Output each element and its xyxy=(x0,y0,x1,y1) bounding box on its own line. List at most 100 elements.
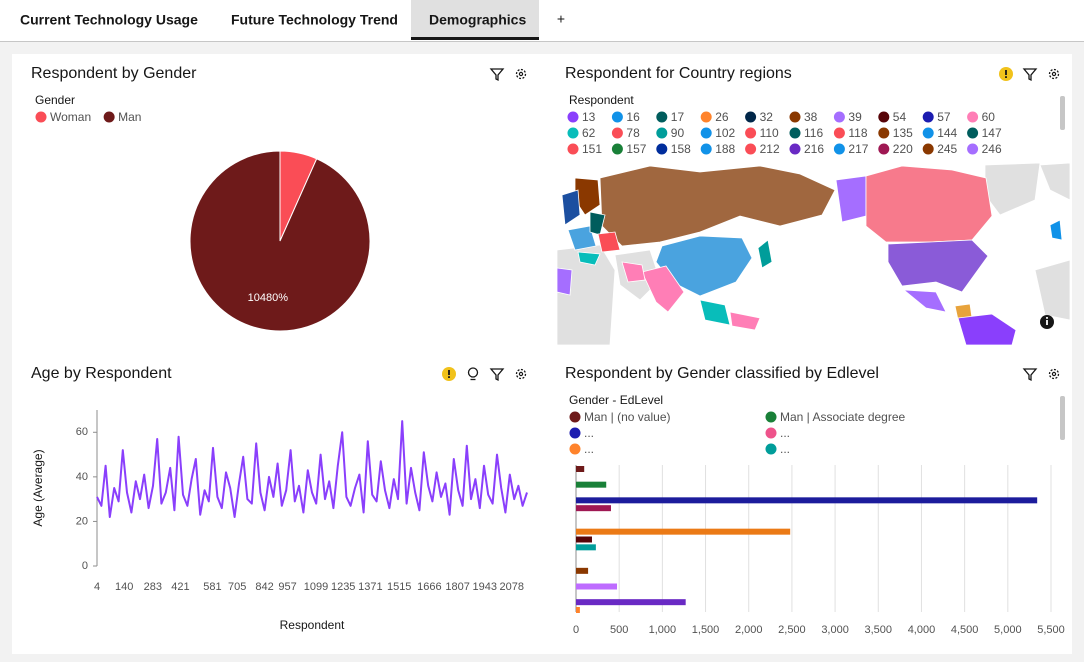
settings-icon[interactable] xyxy=(1048,68,1060,80)
x-tick-label: 705 xyxy=(228,581,246,593)
legend-label: Man xyxy=(118,110,141,124)
panel-title: Respondent for Country regions xyxy=(565,65,792,82)
filter-icon[interactable] xyxy=(1022,68,1038,82)
map-region[interactable] xyxy=(757,239,773,269)
bar xyxy=(576,607,580,613)
legend-label: 151 xyxy=(582,142,602,156)
pie-slice xyxy=(189,150,371,332)
legend-label: 217 xyxy=(848,142,868,156)
legend-label: 16 xyxy=(626,110,640,124)
legend-swatch xyxy=(700,111,712,123)
filter-icon[interactable] xyxy=(1022,368,1038,382)
legend-background xyxy=(560,92,1070,162)
insight-icon[interactable] xyxy=(467,367,479,378)
settings-icon[interactable] xyxy=(515,368,527,380)
warning-icon-mark xyxy=(1005,70,1007,75)
legend-swatch xyxy=(569,427,581,439)
legend-swatch xyxy=(745,111,757,123)
bar xyxy=(576,481,607,488)
settings-icon-center xyxy=(1051,371,1057,377)
line-series xyxy=(96,420,528,518)
tab[interactable]: Demographics xyxy=(429,12,526,28)
legend-scrollbar[interactable] xyxy=(1060,96,1065,130)
map-region[interactable] xyxy=(641,265,685,313)
warning-icon-mark xyxy=(448,370,450,375)
map-region[interactable] xyxy=(1039,162,1071,201)
y-tick-label: 60 xyxy=(76,426,88,438)
x-tick-label: 2,500 xyxy=(778,624,806,636)
x-tick-label: 4 xyxy=(94,581,100,593)
x-tick-label: 1099 xyxy=(304,581,328,593)
x-tick-label: 1515 xyxy=(387,581,411,593)
map-region[interactable] xyxy=(887,239,989,293)
tab[interactable]: Current Technology Usage xyxy=(20,12,198,28)
legend-swatch xyxy=(569,443,581,455)
legend-swatch xyxy=(656,143,668,155)
map-region[interactable] xyxy=(1049,219,1063,241)
map-region[interactable] xyxy=(902,289,947,313)
settings-icon-center xyxy=(1051,71,1057,77)
settings-icon[interactable] xyxy=(1048,368,1060,380)
x-tick-label: 0 xyxy=(573,624,579,636)
map-region[interactable] xyxy=(599,165,836,247)
x-tick-label: 283 xyxy=(144,581,162,593)
map-region[interactable] xyxy=(1034,259,1071,321)
x-tick-label: 842 xyxy=(255,581,273,593)
active-tab-indicator xyxy=(411,37,539,40)
x-tick-label: 1943 xyxy=(473,581,497,593)
bar xyxy=(576,567,589,574)
map-region[interactable] xyxy=(699,299,731,326)
legend-swatch xyxy=(569,411,581,423)
tab[interactable]: Future Technology Trend xyxy=(231,12,398,28)
legend-label: 32 xyxy=(760,110,774,124)
legend-label: 135 xyxy=(893,126,913,140)
x-tick-label: 5,000 xyxy=(994,624,1022,636)
legend-swatch xyxy=(700,143,712,155)
bar xyxy=(576,536,592,543)
legend-swatch xyxy=(567,111,579,123)
legend-label: 38 xyxy=(804,110,818,124)
legend-swatch xyxy=(967,127,979,139)
map-region[interactable] xyxy=(597,231,621,253)
legend-swatch xyxy=(967,143,979,155)
settings-icon-center xyxy=(518,371,524,377)
x-tick-label: 140 xyxy=(115,581,133,593)
map-region[interactable] xyxy=(865,165,993,243)
bar xyxy=(576,497,1038,504)
map-region[interactable] xyxy=(729,311,761,331)
filter-icon[interactable] xyxy=(489,68,505,82)
legend-label: 116 xyxy=(804,126,823,140)
filter-icon[interactable] xyxy=(489,368,505,382)
map-region[interactable] xyxy=(567,225,597,251)
x-tick-label: 1666 xyxy=(417,581,441,593)
active-tab xyxy=(411,0,539,39)
map-region[interactable] xyxy=(561,189,581,226)
x-tick-label: 4,000 xyxy=(908,624,936,636)
y-axis-label: Age (Average) xyxy=(31,449,45,526)
legend-swatch xyxy=(878,111,890,123)
legend-swatch xyxy=(745,127,757,139)
legend-scrollbar[interactable] xyxy=(1060,396,1065,440)
legend-swatch xyxy=(35,111,47,123)
settings-icon[interactable] xyxy=(515,68,527,80)
legend-swatch xyxy=(922,143,934,155)
x-tick-label: 957 xyxy=(278,581,296,593)
map-info-icon-dot xyxy=(1046,317,1048,319)
map-region[interactable] xyxy=(577,251,601,266)
legend-swatch xyxy=(833,111,845,123)
warning-icon-dot xyxy=(448,376,450,378)
map-region[interactable] xyxy=(556,267,573,296)
panel-title: Respondent by Gender xyxy=(31,65,197,82)
add-tab-button[interactable]: + xyxy=(557,11,565,27)
legend-swatch xyxy=(922,111,934,123)
x-tick-label: 2078 xyxy=(500,581,524,593)
legend-label: 57 xyxy=(937,110,951,124)
legend-label: Woman xyxy=(50,110,91,124)
map-region[interactable] xyxy=(957,313,1017,346)
legend-label: 17 xyxy=(671,110,685,124)
legend-label: 147 xyxy=(982,126,1002,140)
panel-title: Respondent by Gender classified by Edlev… xyxy=(565,365,879,382)
x-tick-label: 5,500 xyxy=(1037,624,1065,636)
y-tick-label: 40 xyxy=(76,471,88,483)
map-region[interactable] xyxy=(621,261,646,283)
